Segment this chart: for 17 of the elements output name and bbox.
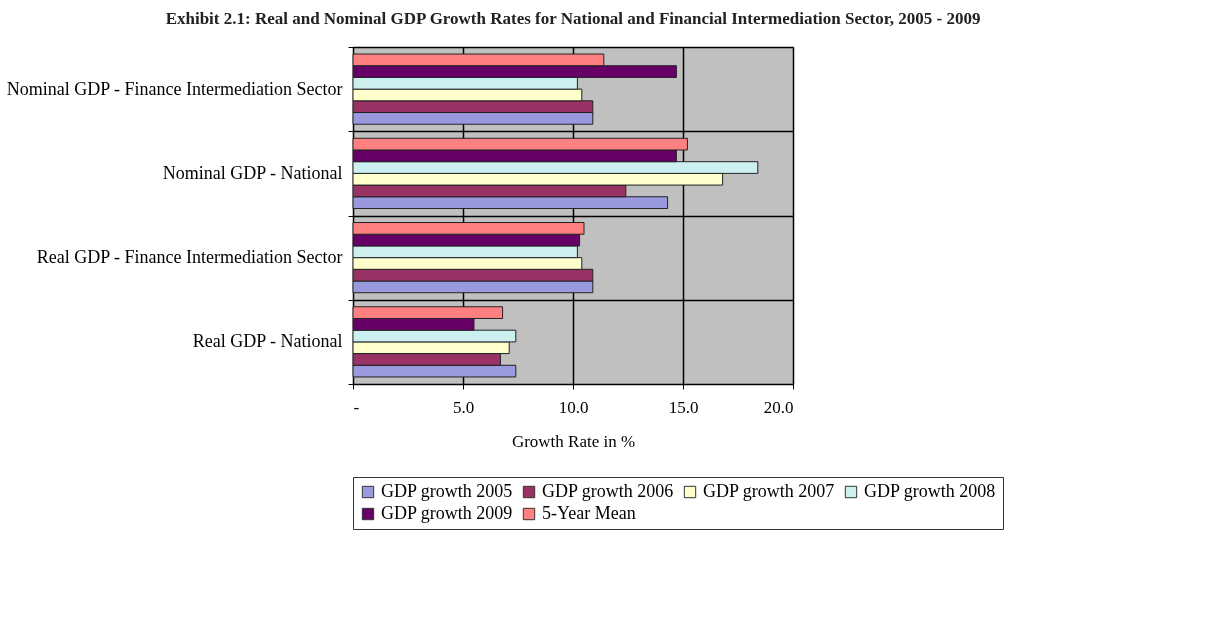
y-tick-label: Real GDP - Finance Intermediation Sector: [36, 247, 343, 268]
x-tick-label: 20.0: [763, 397, 794, 417]
y-tick-label: Nominal GDP - Finance Intermediation Sector: [6, 78, 343, 99]
x-tick-label: 5.0: [452, 397, 475, 417]
legend-label: GDP growth 2006: [542, 481, 674, 501]
legend-label: 5-Year Mean: [542, 503, 636, 523]
chart-title: Exhibit 2.1: Real and Nominal GDP Growth Rates for National and Financial Intermediation Sector, 2005 - 2009: [165, 9, 981, 28]
x-tick-label: 15.0: [668, 397, 699, 417]
x-axis-title: Growth Rate in %: [511, 431, 636, 451]
legend-label: GDP growth 2007: [703, 481, 835, 501]
y-tick-label: Real GDP - National: [192, 331, 343, 352]
x-tick-label: -: [353, 397, 360, 417]
legend-label: GDP growth 2008: [864, 481, 996, 501]
legend-label: GDP growth 2009: [381, 503, 513, 523]
y-tick-label: Nominal GDP - National: [162, 162, 343, 183]
x-tick-label: 10.0: [558, 397, 589, 417]
legend-label: GDP growth 2005: [381, 481, 513, 501]
